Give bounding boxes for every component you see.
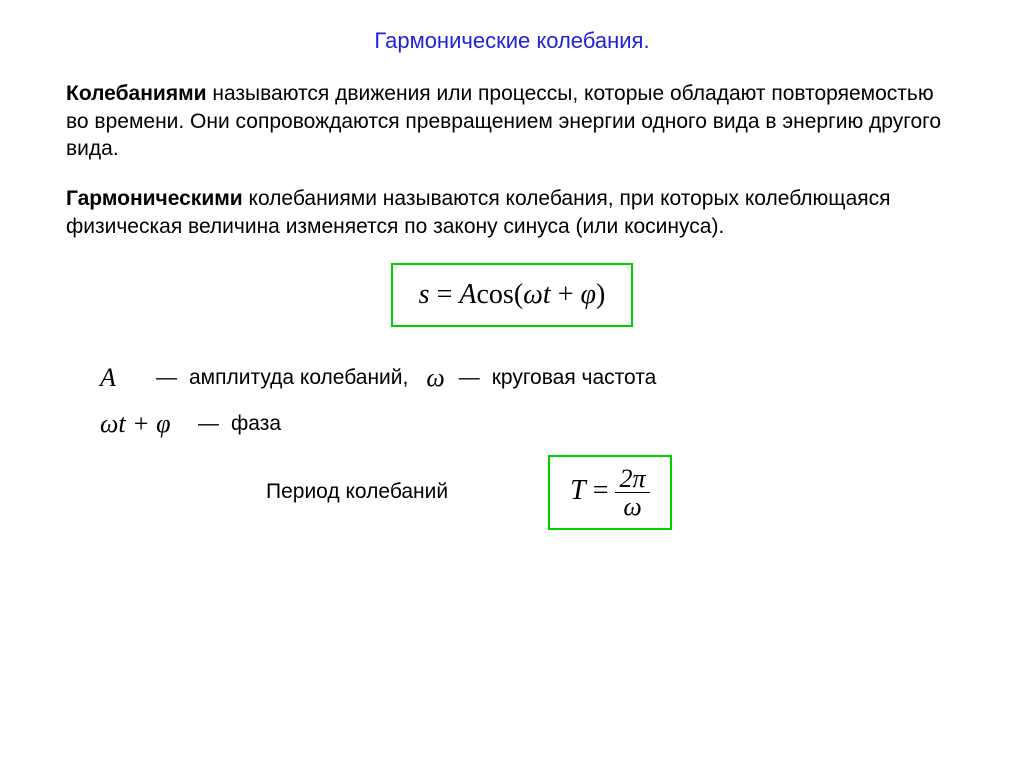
page-title: Гармонические колебания. — [66, 28, 958, 54]
def-row-amplitude-frequency: A — амплитуда колебаний, ω — круговая ча… — [100, 363, 958, 393]
period-denominator: ω — [615, 493, 649, 520]
term-oscillations: Колебаниями — [66, 82, 207, 105]
label-amplitude: амплитуда колебаний, — [189, 366, 408, 390]
symbol-definitions: A — амплитуда колебаний, ω — круговая ча… — [100, 363, 958, 439]
period-numerator: 2π — [615, 465, 649, 493]
symbol-phase: ωt + φ — [100, 409, 190, 439]
formula-arg1: ωt — [523, 279, 551, 310]
dash-icon: — — [459, 366, 480, 390]
term-harmonic: Гармоническими — [66, 187, 243, 210]
label-phase: фаза — [231, 412, 281, 436]
period-formula-box: T = 2πω — [548, 455, 671, 531]
formula-cos: cos — [476, 279, 513, 310]
main-formula-container: s = Acos(ωt + φ) — [66, 263, 958, 327]
paragraph-definition-oscillations: Колебаниями называются движения или проц… — [66, 80, 958, 163]
main-formula-box: s = Acos(ωt + φ) — [391, 263, 634, 327]
slide: Гармонические колебания. Колебаниями наз… — [0, 0, 1024, 768]
formula-lpar: ( — [514, 279, 523, 310]
period-eq: = — [586, 475, 616, 506]
period-formula: T = 2πω — [570, 475, 649, 506]
label-angular-frequency: круговая частота — [492, 366, 657, 390]
dash-icon: — — [156, 366, 177, 390]
def-row-phase: ωt + φ — фаза — [100, 409, 958, 439]
dash-icon: — — [198, 412, 219, 436]
main-formula: s = Acos(ωt + φ) — [419, 279, 606, 310]
period-row: Период колебаний T = 2πω — [266, 455, 958, 531]
formula-eq: = — [430, 279, 460, 310]
label-period: Период колебаний — [266, 480, 448, 504]
symbol-omega: ω — [426, 363, 444, 393]
formula-rpar: ) — [596, 279, 605, 310]
formula-lhs: s — [419, 279, 430, 310]
period-T: T — [570, 475, 586, 506]
formula-arg2: φ — [581, 279, 597, 310]
paragraph-definition-harmonic: Гармоническими колебаниями называются ко… — [66, 185, 958, 240]
formula-plus: + — [551, 279, 581, 310]
formula-A: A — [459, 279, 476, 310]
symbol-A: A — [100, 363, 148, 393]
period-fraction: 2πω — [615, 465, 649, 521]
